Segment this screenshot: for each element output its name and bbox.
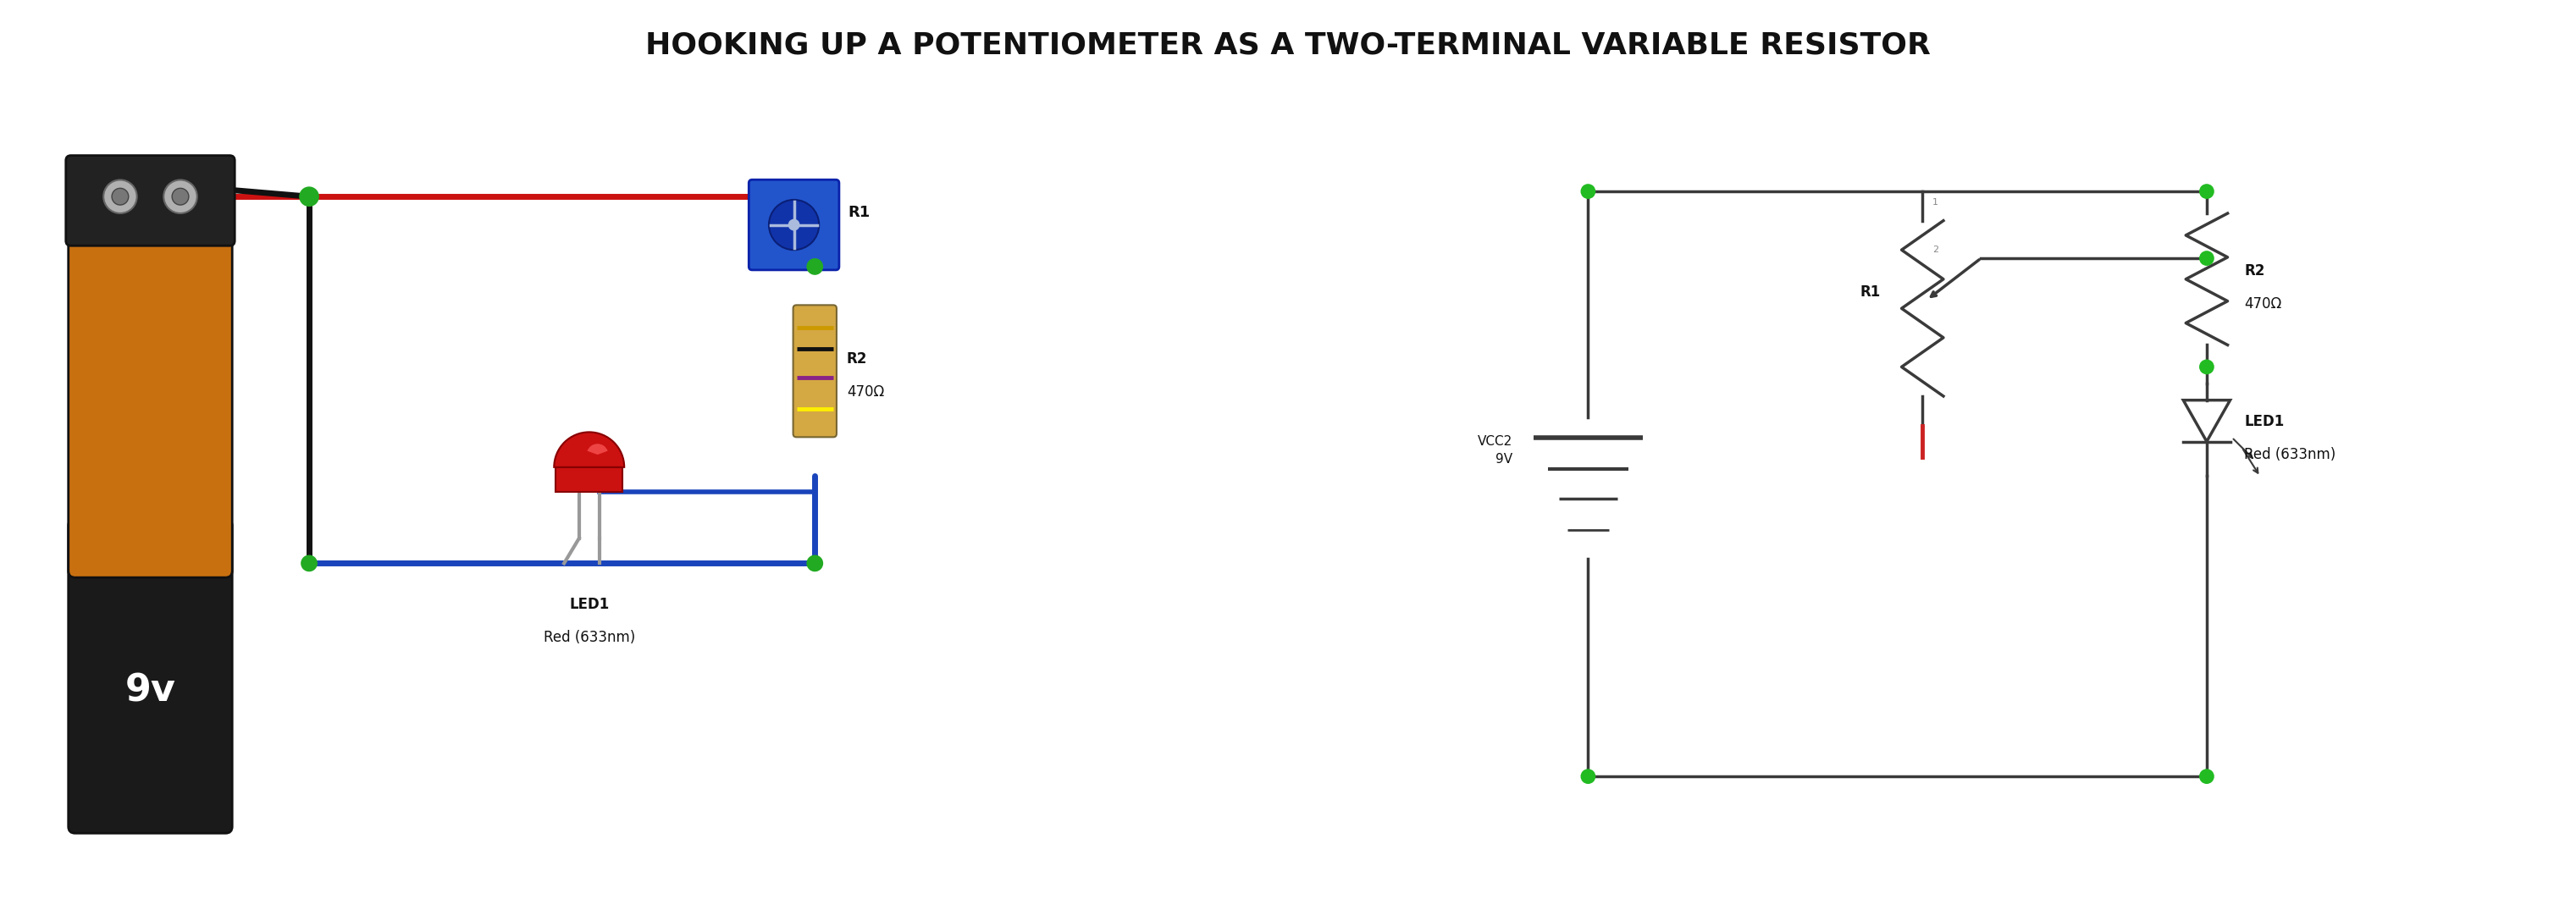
Text: R2: R2 bbox=[2244, 263, 2264, 278]
Circle shape bbox=[111, 188, 129, 205]
Wedge shape bbox=[554, 432, 623, 467]
Text: R1: R1 bbox=[1860, 284, 1880, 300]
Wedge shape bbox=[587, 443, 608, 454]
Bar bbox=[556, 467, 623, 492]
FancyBboxPatch shape bbox=[750, 180, 840, 270]
Text: 470Ω: 470Ω bbox=[848, 385, 884, 399]
Circle shape bbox=[299, 187, 319, 207]
Text: 2: 2 bbox=[1932, 245, 1940, 254]
Circle shape bbox=[1582, 769, 1595, 784]
Circle shape bbox=[788, 219, 799, 231]
Circle shape bbox=[301, 555, 317, 572]
Text: R2: R2 bbox=[848, 351, 868, 366]
FancyBboxPatch shape bbox=[70, 230, 232, 577]
Circle shape bbox=[1582, 184, 1595, 199]
Circle shape bbox=[2200, 769, 2215, 784]
Circle shape bbox=[2200, 251, 2215, 266]
Text: 9v: 9v bbox=[124, 673, 175, 709]
Circle shape bbox=[173, 188, 188, 205]
Circle shape bbox=[165, 180, 198, 213]
Circle shape bbox=[103, 180, 137, 213]
Circle shape bbox=[768, 200, 819, 250]
Text: 1: 1 bbox=[1932, 198, 1937, 207]
Text: 470Ω: 470Ω bbox=[2244, 297, 2282, 311]
FancyBboxPatch shape bbox=[70, 519, 232, 834]
Text: Red (633nm): Red (633nm) bbox=[544, 630, 636, 646]
Text: Red (633nm): Red (633nm) bbox=[2244, 447, 2336, 463]
Circle shape bbox=[806, 258, 824, 275]
Text: R1: R1 bbox=[848, 204, 871, 220]
Circle shape bbox=[2200, 359, 2215, 375]
Text: VCC2
9V: VCC2 9V bbox=[1479, 435, 1512, 465]
FancyBboxPatch shape bbox=[67, 156, 234, 245]
Text: HOOKING UP A POTENTIOMETER AS A TWO-TERMINAL VARIABLE RESISTOR: HOOKING UP A POTENTIOMETER AS A TWO-TERM… bbox=[647, 31, 1929, 60]
Text: LED1: LED1 bbox=[2244, 414, 2285, 429]
Text: LED1: LED1 bbox=[569, 596, 608, 612]
Circle shape bbox=[2200, 184, 2215, 199]
Circle shape bbox=[806, 555, 824, 572]
FancyBboxPatch shape bbox=[793, 305, 837, 437]
